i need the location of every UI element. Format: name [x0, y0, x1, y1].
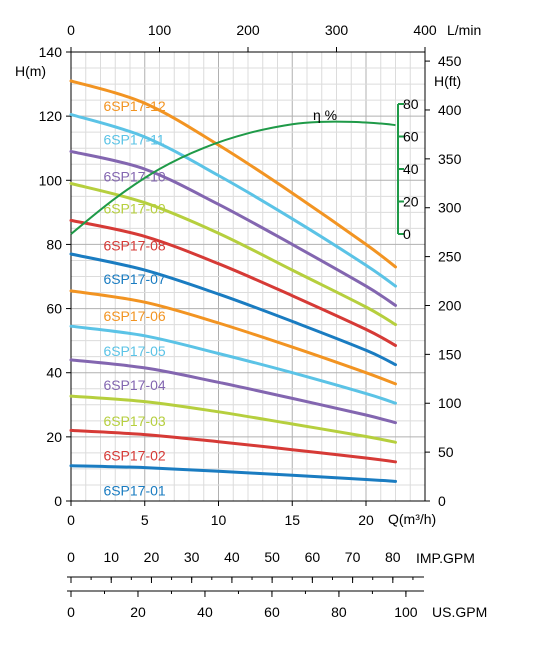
head-curve-6SP17-07: [69, 252, 397, 367]
us-gpm-scale: 0 20 40 60 80 100: [67, 590, 424, 620]
imp-gpm-tick-label: 70: [345, 549, 361, 565]
imp-gpm-tick-label: 30: [184, 549, 200, 565]
y-axis-m-ticks: 0 20 40 60 80 100 120 140: [39, 44, 71, 509]
x-m3h-tick-label: 0: [67, 512, 75, 528]
head-curve-6SP17-08: [69, 218, 397, 347]
y-m-tick-label: 120: [39, 108, 63, 124]
y-ft-tick-label: 400: [438, 102, 462, 118]
head-curves: [69, 79, 397, 483]
x-lmin-tick-label: 300: [325, 22, 349, 38]
curve-label-6SP17-04: 6SP17-04: [103, 377, 165, 393]
us-gpm-tick-label: 20: [130, 604, 146, 620]
head-curve-6SP17-06: [69, 289, 397, 386]
y-ft-tick-label: 0: [438, 493, 446, 509]
efficiency-tick-label: 40: [403, 161, 419, 177]
y-ft-tick-label: 100: [438, 395, 462, 411]
y-ft-tick-label: 200: [438, 297, 462, 313]
x-lmin-tick-label: 400: [413, 22, 437, 38]
y-m-tick-label: 40: [46, 365, 62, 381]
x-m3h-tick-label: 15: [284, 512, 300, 528]
imp-gpm-tick-label: 10: [103, 549, 119, 565]
x-m3h-tick-label: 5: [141, 512, 149, 528]
curve-label-6SP17-01: 6SP17-01: [103, 483, 165, 499]
us-gpm-tick-label: 0: [67, 604, 75, 620]
efficiency-group: 0 20 40 60 80: [70, 96, 419, 242]
head-curve-6SP17-03: [69, 394, 397, 444]
y-m-tick-label: 100: [39, 172, 63, 188]
efficiency-tick-label: 20: [403, 194, 419, 210]
curve-label-6SP17-03: 6SP17-03: [103, 413, 165, 429]
y-axis-ft-unit: H(ft): [434, 73, 461, 89]
curve-label-6SP17-02: 6SP17-02: [103, 447, 165, 463]
curve-label-6SP17-09: 6SP17-09: [103, 200, 165, 216]
y-ft-tick-label: 350: [438, 151, 462, 167]
x-m3h-tick-label: 20: [358, 512, 374, 528]
curve-label-6SP17-11: 6SP17-11: [103, 132, 164, 148]
efficiency-tick-label: 80: [403, 96, 419, 112]
head-curve-6SP17-02: [69, 428, 397, 464]
imp-gpm-scale: 0 10 20 30 40 50 60 70 80: [67, 549, 424, 583]
efficiency-tick-label: 60: [403, 129, 419, 145]
y-m-tick-label: 140: [39, 44, 63, 60]
y-m-tick-label: 80: [46, 236, 62, 252]
x-m3h-tick-label: 10: [211, 512, 227, 528]
x-axis-m3h-unit: Q(m³/h): [388, 511, 436, 527]
efficiency-label: η %: [313, 107, 337, 123]
curve-label-6SP17-12: 6SP17-12: [103, 98, 165, 114]
x-lmin-tick-label: 200: [236, 22, 260, 38]
y-m-tick-label: 60: [46, 301, 62, 317]
imp-gpm-tick-label: 50: [264, 549, 280, 565]
head-curve-6SP17-05: [69, 324, 397, 405]
y-axis-ft-ticks: 0 50 100 150 200 250 300 350 400 450: [425, 53, 462, 509]
y-ft-tick-label: 250: [438, 249, 462, 265]
us-gpm-tick-label: 80: [331, 604, 347, 620]
head-curve-6SP17-01: [69, 464, 397, 483]
y-m-tick-label: 20: [46, 429, 62, 445]
head-curve-6SP17-11: [69, 113, 397, 288]
y-ft-tick-label: 450: [438, 53, 462, 69]
x-lmin-tick-label: 100: [148, 22, 172, 38]
x-axis-lmin-ticks: 0 100 200 300 400: [67, 22, 437, 52]
x-axis-m3h-ticks: 0 5 10 15 20: [67, 501, 374, 528]
y-ft-tick-label: 150: [438, 346, 462, 362]
head-curve-6SP17-10: [69, 149, 397, 307]
y-ft-tick-label: 50: [438, 444, 454, 460]
efficiency-curve: [70, 120, 396, 235]
curve-label-6SP17-08: 6SP17-08: [103, 237, 165, 253]
y-axis-m-unit: H(m): [15, 63, 46, 79]
imp-gpm-tick-label: 60: [305, 549, 321, 565]
curve-labels: 6SP17-12 6SP17-11 6SP17-10 6SP17-09 6SP17-08…: [103, 98, 165, 499]
us-gpm-tick-label: 60: [264, 604, 280, 620]
imp-gpm-tick-label: 0: [67, 549, 75, 565]
head-curve-6SP17-09: [69, 182, 397, 327]
us-gpm-tick-label: 100: [394, 604, 418, 620]
y-ft-tick-label: 300: [438, 200, 462, 216]
curve-label-6SP17-07: 6SP17-07: [103, 271, 165, 287]
curve-label-6SP17-10: 6SP17-10: [103, 168, 165, 184]
us-gpm-tick-label: 40: [197, 604, 213, 620]
head-curve-6SP17-12: [69, 79, 397, 269]
curve-label-6SP17-05: 6SP17-05: [103, 343, 165, 359]
y-m-tick-label: 0: [54, 493, 62, 509]
imp-gpm-unit: IMP.GPM: [416, 550, 475, 566]
x-lmin-tick-label: 0: [67, 22, 75, 38]
curve-label-6SP17-06: 6SP17-06: [103, 308, 165, 324]
head-curve-6SP17-04: [69, 358, 397, 425]
imp-gpm-tick-label: 20: [144, 549, 160, 565]
x-axis-lmin-unit: L/min: [447, 22, 481, 38]
efficiency-tick-label: 0: [403, 226, 411, 242]
imp-gpm-tick-label: 40: [224, 549, 240, 565]
us-gpm-unit: US.GPM: [432, 604, 487, 620]
imp-gpm-tick-label: 80: [385, 549, 401, 565]
